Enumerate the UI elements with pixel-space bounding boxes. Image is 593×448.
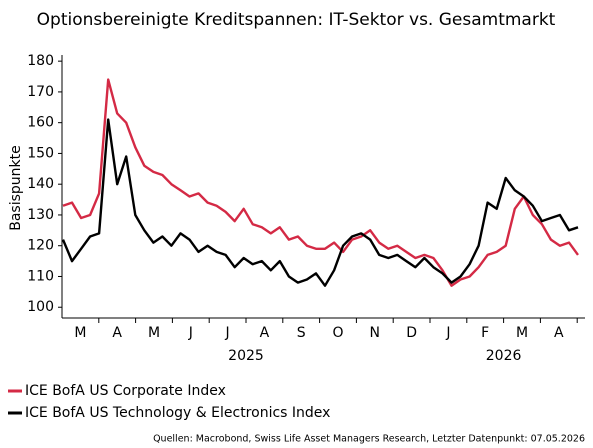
- legend-label: ICE BofA US Technology & Electronics Ind…: [25, 405, 330, 421]
- y-axis-label: Basispunkte: [8, 145, 24, 231]
- y-tick-label: 120: [27, 238, 54, 254]
- x-tick-label: J: [445, 325, 450, 341]
- y-tick-label: 100: [27, 299, 54, 315]
- x-tick-label: M: [516, 325, 528, 341]
- x-tick-label: A: [554, 325, 564, 341]
- y-tick-label: 170: [27, 84, 54, 100]
- chart-title: Optionsbereinigte Kreditspannen: IT-Sekt…: [37, 10, 556, 30]
- x-year-label: 2025: [228, 348, 264, 364]
- y-tick-label: 140: [27, 176, 54, 192]
- x-tick-label: M: [74, 325, 86, 341]
- x-tick-label: J: [188, 325, 193, 341]
- y-tick-label: 130: [27, 207, 54, 223]
- series-line: [61, 118, 579, 287]
- x-tick-label: D: [406, 325, 417, 341]
- x-tick-label: S: [297, 325, 306, 341]
- x-tick-label: A: [112, 325, 122, 341]
- y-tick-label: 150: [27, 145, 54, 161]
- x-year-label: 2026: [486, 348, 522, 364]
- series-line: [62, 78, 579, 287]
- y-tick-label: 160: [27, 115, 54, 131]
- x-tick-label: N: [370, 325, 380, 341]
- x-tick-label: O: [332, 325, 343, 341]
- source: Quellen: Macrobond, Swiss Life Asset Man…: [153, 434, 585, 445]
- y-tick-label: 180: [27, 53, 54, 69]
- x-tick-label: J: [225, 325, 230, 341]
- legend-label: ICE BofA US Corporate Index: [25, 383, 226, 399]
- y-tick-label: 110: [27, 268, 54, 284]
- x-tick-label: M: [148, 325, 160, 341]
- x-tick-label: F: [481, 325, 489, 341]
- x-tick-label: A: [260, 325, 270, 341]
